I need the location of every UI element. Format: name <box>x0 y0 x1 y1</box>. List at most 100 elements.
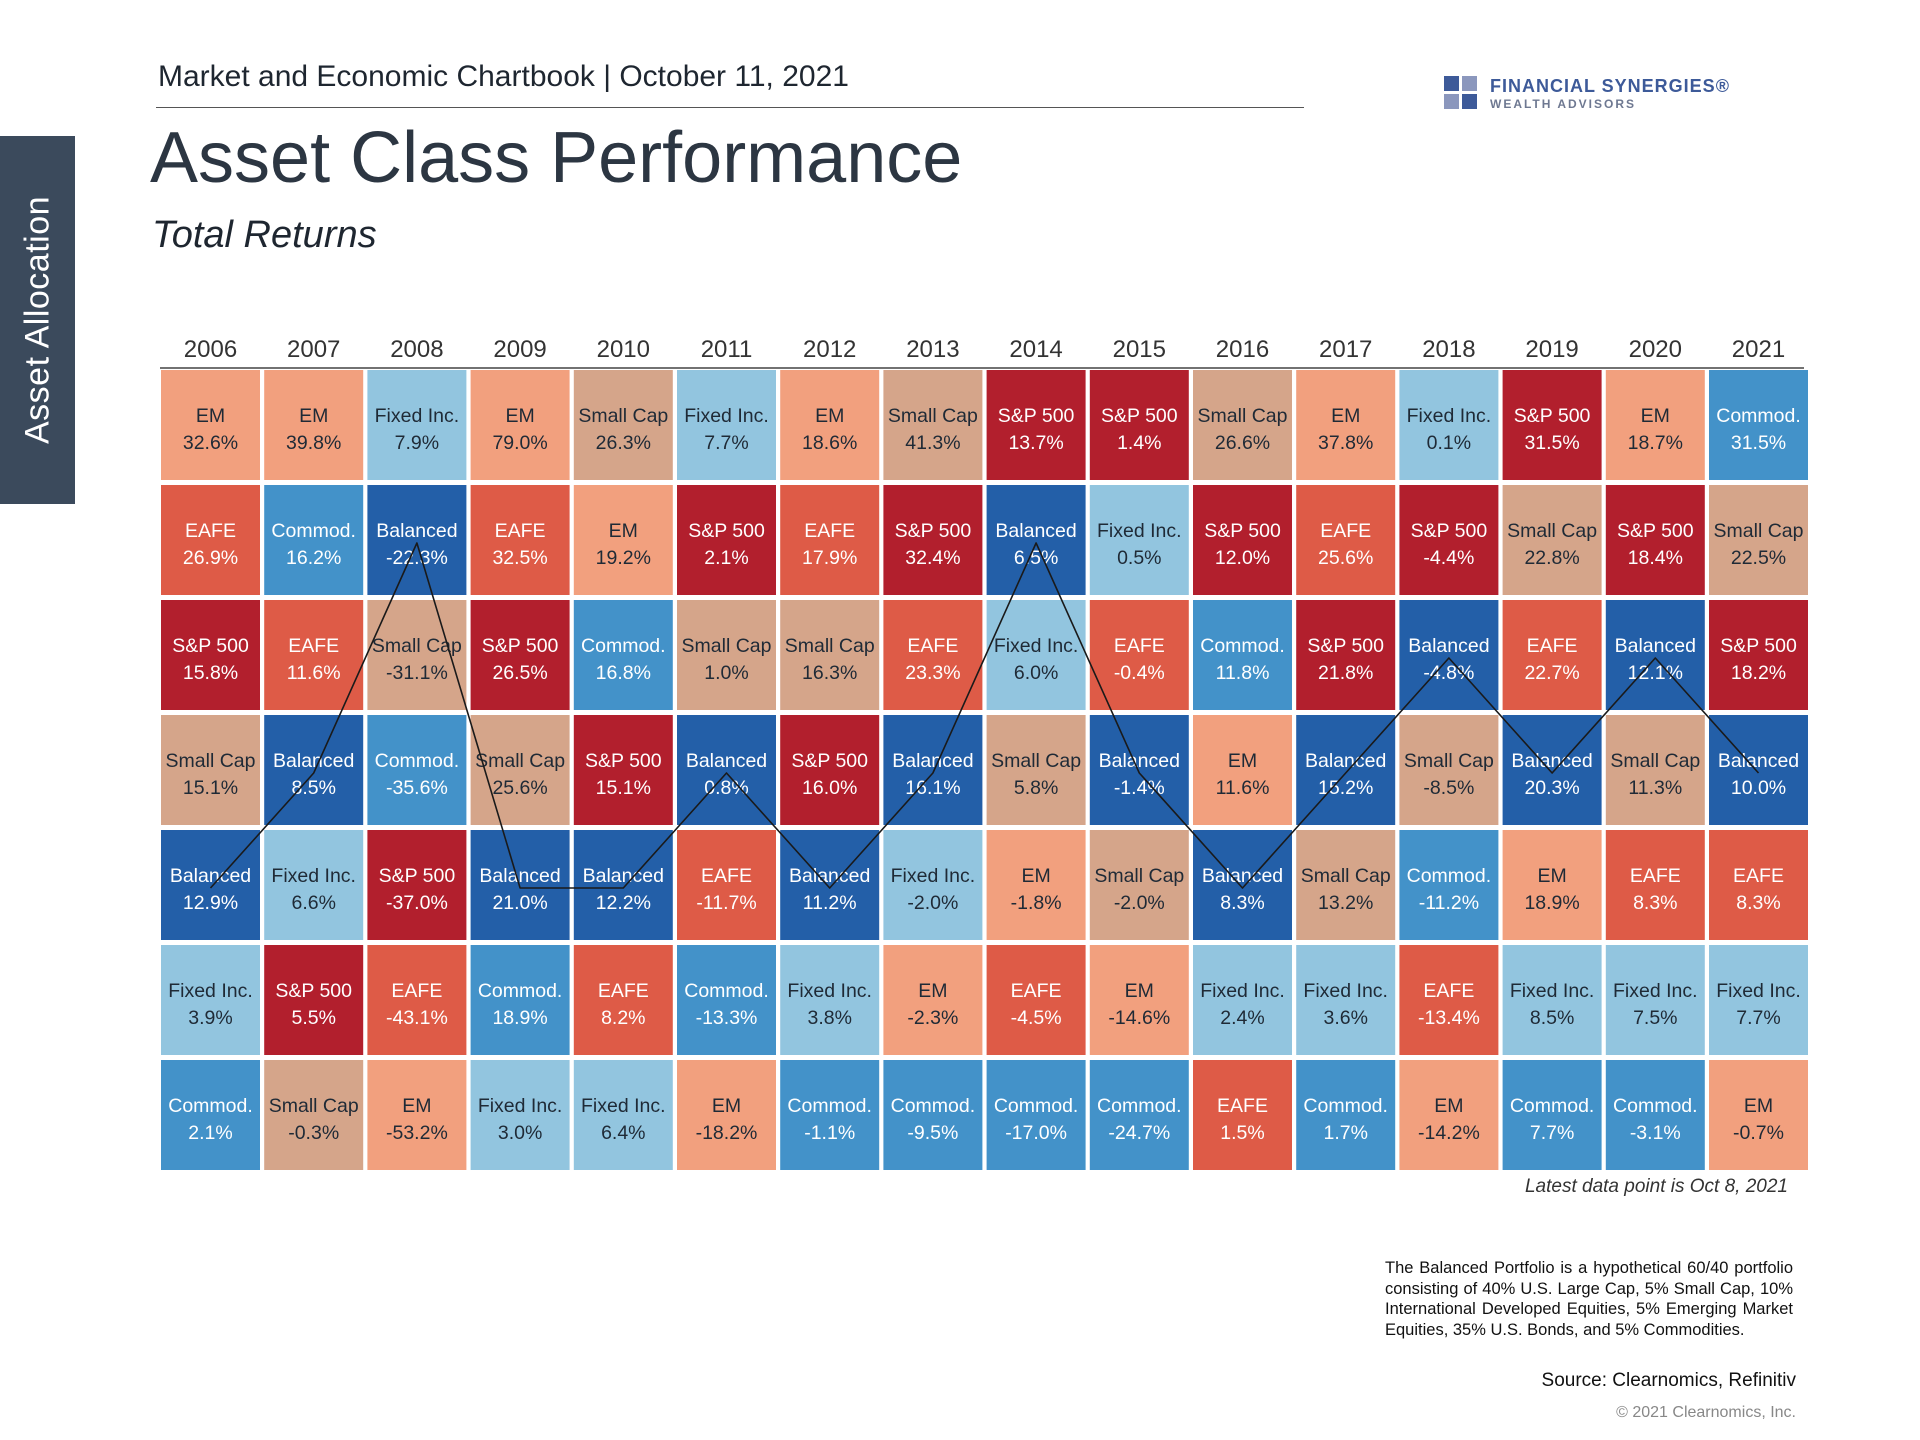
asset-cell <box>367 830 467 940</box>
asset-cell <box>677 830 776 940</box>
asset-name-label: EM <box>609 520 638 542</box>
balanced-portfolio-footnote: The Balanced Portfolio is a hypothetical… <box>1385 1259 1793 1339</box>
asset-name-label: EM <box>1744 1095 1773 1117</box>
return-value-label: -13.4% <box>1418 1007 1480 1029</box>
asset-name-label: Commod. <box>1303 1095 1388 1117</box>
year-label: 2018 <box>1422 336 1475 363</box>
asset-cell <box>883 945 983 1055</box>
asset-name-label: Balanced <box>789 865 870 887</box>
return-value-label: -4.4% <box>1423 547 1474 569</box>
page-subtitle: Total Returns <box>152 214 377 256</box>
return-value-label: 22.5% <box>1731 547 1786 569</box>
asset-cell <box>1399 1060 1499 1170</box>
asset-cell <box>1709 1060 1808 1170</box>
asset-cell <box>1502 945 1602 1055</box>
asset-name-label: S&P 500 <box>1720 635 1797 657</box>
return-value-label: -2.0% <box>1114 892 1165 914</box>
year-label: 2019 <box>1525 336 1578 363</box>
asset-name-label: EM <box>815 405 844 427</box>
return-value-label: 5.8% <box>1014 777 1058 799</box>
return-value-label: 12.2% <box>596 892 651 914</box>
asset-cell <box>470 600 570 710</box>
return-value-label: 3.0% <box>498 1122 542 1144</box>
asset-cell <box>677 715 776 825</box>
asset-name-label: EM <box>1641 405 1670 427</box>
return-value-label: 1.4% <box>1117 432 1161 454</box>
asset-name-label: Balanced <box>1408 635 1489 657</box>
asset-name-label: Fixed Inc. <box>891 865 976 887</box>
return-value-label: 16.2% <box>286 547 341 569</box>
asset-name-label: Small Cap <box>1404 750 1494 772</box>
return-value-label: 1.7% <box>1323 1122 1367 1144</box>
asset-cell <box>1399 715 1499 825</box>
asset-cell <box>986 715 1086 825</box>
asset-name-label: Balanced <box>583 865 664 887</box>
year-label: 2006 <box>184 336 237 363</box>
asset-cell <box>470 1060 570 1170</box>
return-value-label: -14.6% <box>1108 1007 1170 1029</box>
asset-name-label: Fixed Inc. <box>994 635 1079 657</box>
asset-cell <box>1709 715 1808 825</box>
asset-cell <box>1296 715 1396 825</box>
asset-name-label: Commod. <box>1097 1095 1182 1117</box>
return-value-label: 16.1% <box>905 777 960 799</box>
copyright-note: © 2021 Clearnomics, Inc. <box>1616 1404 1796 1421</box>
asset-cell <box>1399 485 1499 595</box>
return-value-label: -11.2% <box>1419 892 1479 914</box>
asset-cell <box>986 370 1086 480</box>
return-value-label: -53.2% <box>386 1122 448 1144</box>
return-value-label: -9.5% <box>907 1122 958 1144</box>
asset-cell <box>573 945 673 1055</box>
asset-name-label: Small Cap <box>372 635 462 657</box>
asset-name-label: Commod. <box>1716 405 1801 427</box>
asset-cell <box>264 370 364 480</box>
asset-cell <box>883 715 983 825</box>
asset-cell <box>161 1060 260 1170</box>
return-value-label: 2.1% <box>704 547 748 569</box>
section-tab: Asset Allocation <box>0 136 75 504</box>
asset-cell <box>161 830 260 940</box>
return-value-label: 26.5% <box>492 662 547 684</box>
return-value-label: 13.2% <box>1318 892 1373 914</box>
asset-name-label: EAFE <box>391 980 442 1002</box>
return-value-label: 8.3% <box>1220 892 1264 914</box>
return-value-label: 3.8% <box>807 1007 851 1029</box>
return-value-label: -22.3% <box>386 547 448 569</box>
asset-cell <box>883 830 983 940</box>
asset-cell <box>1502 715 1602 825</box>
asset-cell <box>367 485 467 595</box>
return-value-label: 21.8% <box>1318 662 1373 684</box>
asset-cell <box>367 715 467 825</box>
return-value-label: 7.7% <box>1736 1007 1780 1029</box>
asset-cell <box>161 600 260 710</box>
return-value-label: 31.5% <box>1731 432 1786 454</box>
asset-cell <box>1089 830 1189 940</box>
asset-name-label: EM <box>402 1095 431 1117</box>
asset-name-label: EAFE <box>907 635 958 657</box>
asset-name-label: EM <box>918 980 947 1002</box>
asset-cell <box>1296 485 1396 595</box>
asset-name-label: Fixed Inc. <box>581 1095 666 1117</box>
source-note: Source: Clearnomics, Refinitiv <box>1541 1370 1796 1391</box>
return-value-label: 6.6% <box>291 892 335 914</box>
return-value-label: 13.7% <box>1008 432 1063 454</box>
return-value-label: 12.0% <box>1215 547 1270 569</box>
asset-cell <box>986 945 1086 1055</box>
asset-name-label: Fixed Inc. <box>375 405 460 427</box>
return-value-label: 18.9% <box>492 1007 547 1029</box>
asset-name-label: S&P 500 <box>998 405 1075 427</box>
asset-cell <box>1193 945 1292 1055</box>
asset-name-label: Balanced <box>376 520 457 542</box>
asset-name-label: EAFE <box>1114 635 1165 657</box>
asset-name-label: Fixed Inc. <box>684 405 769 427</box>
asset-name-label: Balanced <box>1511 750 1592 772</box>
asset-name-label: Fixed Inc. <box>168 980 253 1002</box>
asset-cell <box>883 370 983 480</box>
asset-cell <box>1605 945 1705 1055</box>
asset-cell <box>367 370 467 480</box>
return-value-label: 18.9% <box>1524 892 1579 914</box>
return-value-label: 26.3% <box>596 432 651 454</box>
asset-name-label: EM <box>1537 865 1566 887</box>
return-value-label: 26.9% <box>183 547 238 569</box>
